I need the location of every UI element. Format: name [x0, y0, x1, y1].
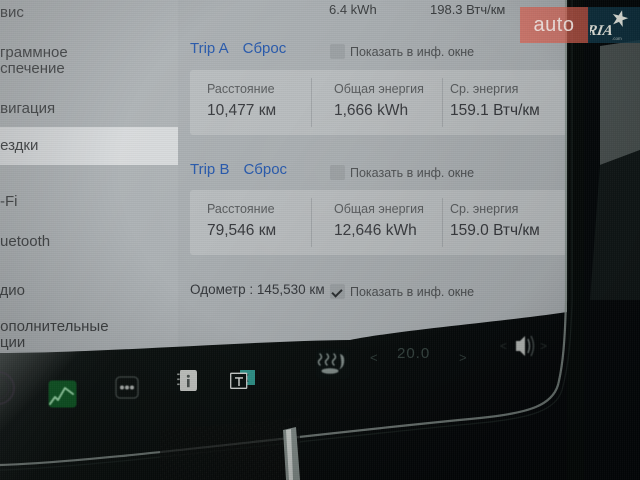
svg-text:<: < — [500, 339, 507, 353]
svg-text:RIA: RIA — [590, 23, 614, 39]
svg-text:.com: .com — [612, 36, 622, 41]
svg-text:>: > — [540, 339, 547, 353]
